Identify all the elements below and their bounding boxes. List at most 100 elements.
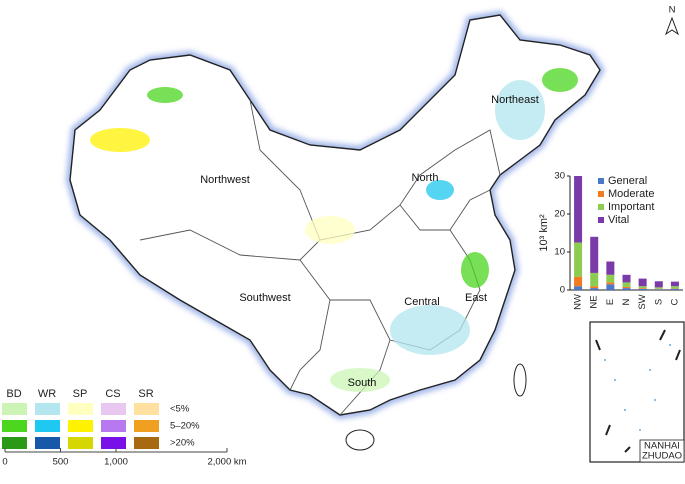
legend-marker: [598, 217, 604, 223]
legend-swatch: [101, 437, 126, 449]
bar-segment: [622, 282, 631, 287]
region-label: South: [348, 377, 377, 389]
y-tick-label: 10: [554, 247, 565, 258]
island-dot: [649, 369, 651, 371]
island-dot: [669, 344, 671, 346]
legend-label: Vital: [608, 214, 629, 226]
inset-label: NANHAI: [644, 441, 680, 452]
legend-swatch: [2, 403, 27, 415]
legend-label: Moderate: [608, 188, 654, 200]
region-label: Central: [404, 296, 439, 308]
scale-label: 500: [53, 457, 69, 468]
legend-swatch: [35, 437, 60, 449]
country-outline: [69, 14, 601, 416]
bar-segment: [606, 284, 615, 290]
bar-segment: [606, 274, 615, 283]
legend-swatch: [35, 420, 60, 432]
y-tick-label: 20: [554, 209, 565, 220]
legend-column-label: BD: [6, 388, 21, 400]
legend-swatch: [101, 403, 126, 415]
scale-label: 0: [2, 457, 7, 468]
bar-segment: [574, 242, 583, 277]
legend-swatch: [134, 420, 159, 432]
island-dot: [624, 409, 626, 411]
bar-segment: [654, 287, 663, 289]
inset-label: ZHUDAO: [642, 451, 682, 462]
x-tick-label: C: [669, 298, 680, 305]
bar-segment: [574, 276, 583, 287]
legend-swatch: [68, 403, 93, 415]
legend-swatch: [134, 437, 159, 449]
legend-label: Important: [608, 201, 654, 213]
boundary-dash: [605, 424, 611, 436]
bar-segment: [638, 286, 647, 289]
bar-segment: [622, 286, 631, 289]
bar-segment: [654, 281, 663, 288]
x-tick-label: N: [621, 298, 632, 305]
island-dot: [639, 429, 641, 431]
coverage-patches: [90, 68, 578, 392]
region-label: East: [465, 292, 487, 304]
island-dot: [654, 399, 656, 401]
bar-segment: [654, 289, 663, 290]
scale-label: 1,000: [104, 457, 128, 468]
legend-label: General: [608, 175, 647, 187]
y-tick-label: 30: [554, 171, 565, 182]
legend-swatch: [68, 420, 93, 432]
bar-segment: [590, 236, 599, 273]
legend-column-label: CS: [105, 388, 120, 400]
bar-segment: [670, 281, 679, 287]
compass-arrow: [664, 16, 680, 36]
bar-segment: [574, 176, 583, 243]
y-axis-title: 10³ km²: [538, 214, 550, 252]
bar-segment: [606, 261, 615, 275]
legend-column-label: SP: [73, 388, 88, 400]
x-tick-label: NW: [573, 294, 584, 310]
bar-segment: [622, 288, 631, 290]
legend-column-label: WR: [38, 388, 56, 400]
inset-box: NANHAI ZHUDAO: [589, 321, 685, 463]
legend-marker: [598, 204, 604, 210]
region-label: Northeast: [491, 94, 539, 106]
bar-segment: [638, 288, 647, 289]
bar-segment: [606, 282, 615, 285]
region-borders: [139, 99, 501, 416]
bar-segment: [574, 286, 583, 290]
legend-row-label: 5–20%: [170, 421, 200, 432]
legend-marker: [598, 191, 604, 197]
legend-swatch: [2, 420, 27, 432]
legend-swatch: [134, 403, 159, 415]
bar-segment: [670, 288, 679, 290]
legend-swatch: [35, 403, 60, 415]
x-tick-label: SW: [637, 294, 648, 309]
boundary-dash: [624, 446, 631, 453]
bar-segment: [638, 288, 647, 290]
legend-swatch: [101, 420, 126, 432]
boundary-dash: [675, 349, 681, 361]
bar-segment: [590, 272, 599, 287]
legend-column-label: SR: [138, 388, 153, 400]
bar-segment: [670, 286, 679, 289]
bar-segment: [638, 278, 647, 287]
legend-marker: [598, 178, 604, 184]
bar-segment: [590, 288, 599, 290]
legend-row-label: >20%: [170, 438, 195, 449]
hainan: [345, 429, 375, 451]
bar-segment: [622, 274, 631, 283]
legend-swatch: [2, 437, 27, 449]
x-tick-label: S: [653, 299, 664, 305]
boundary-dash: [659, 329, 666, 341]
region-label: Southwest: [239, 292, 290, 304]
region-label: Northwest: [200, 174, 250, 186]
legend-row-label: <5%: [170, 404, 190, 415]
island-dot: [614, 379, 616, 381]
scale-label: 2,000 km: [207, 457, 246, 468]
boundary-dash: [595, 339, 601, 351]
y-tick-label: 0: [560, 285, 565, 296]
region-label: North: [412, 172, 439, 184]
china-map: [65, 10, 605, 451]
island-dot: [604, 359, 606, 361]
bar-segment: [590, 286, 599, 289]
legend-swatch: [68, 437, 93, 449]
taiwan: [513, 363, 527, 397]
